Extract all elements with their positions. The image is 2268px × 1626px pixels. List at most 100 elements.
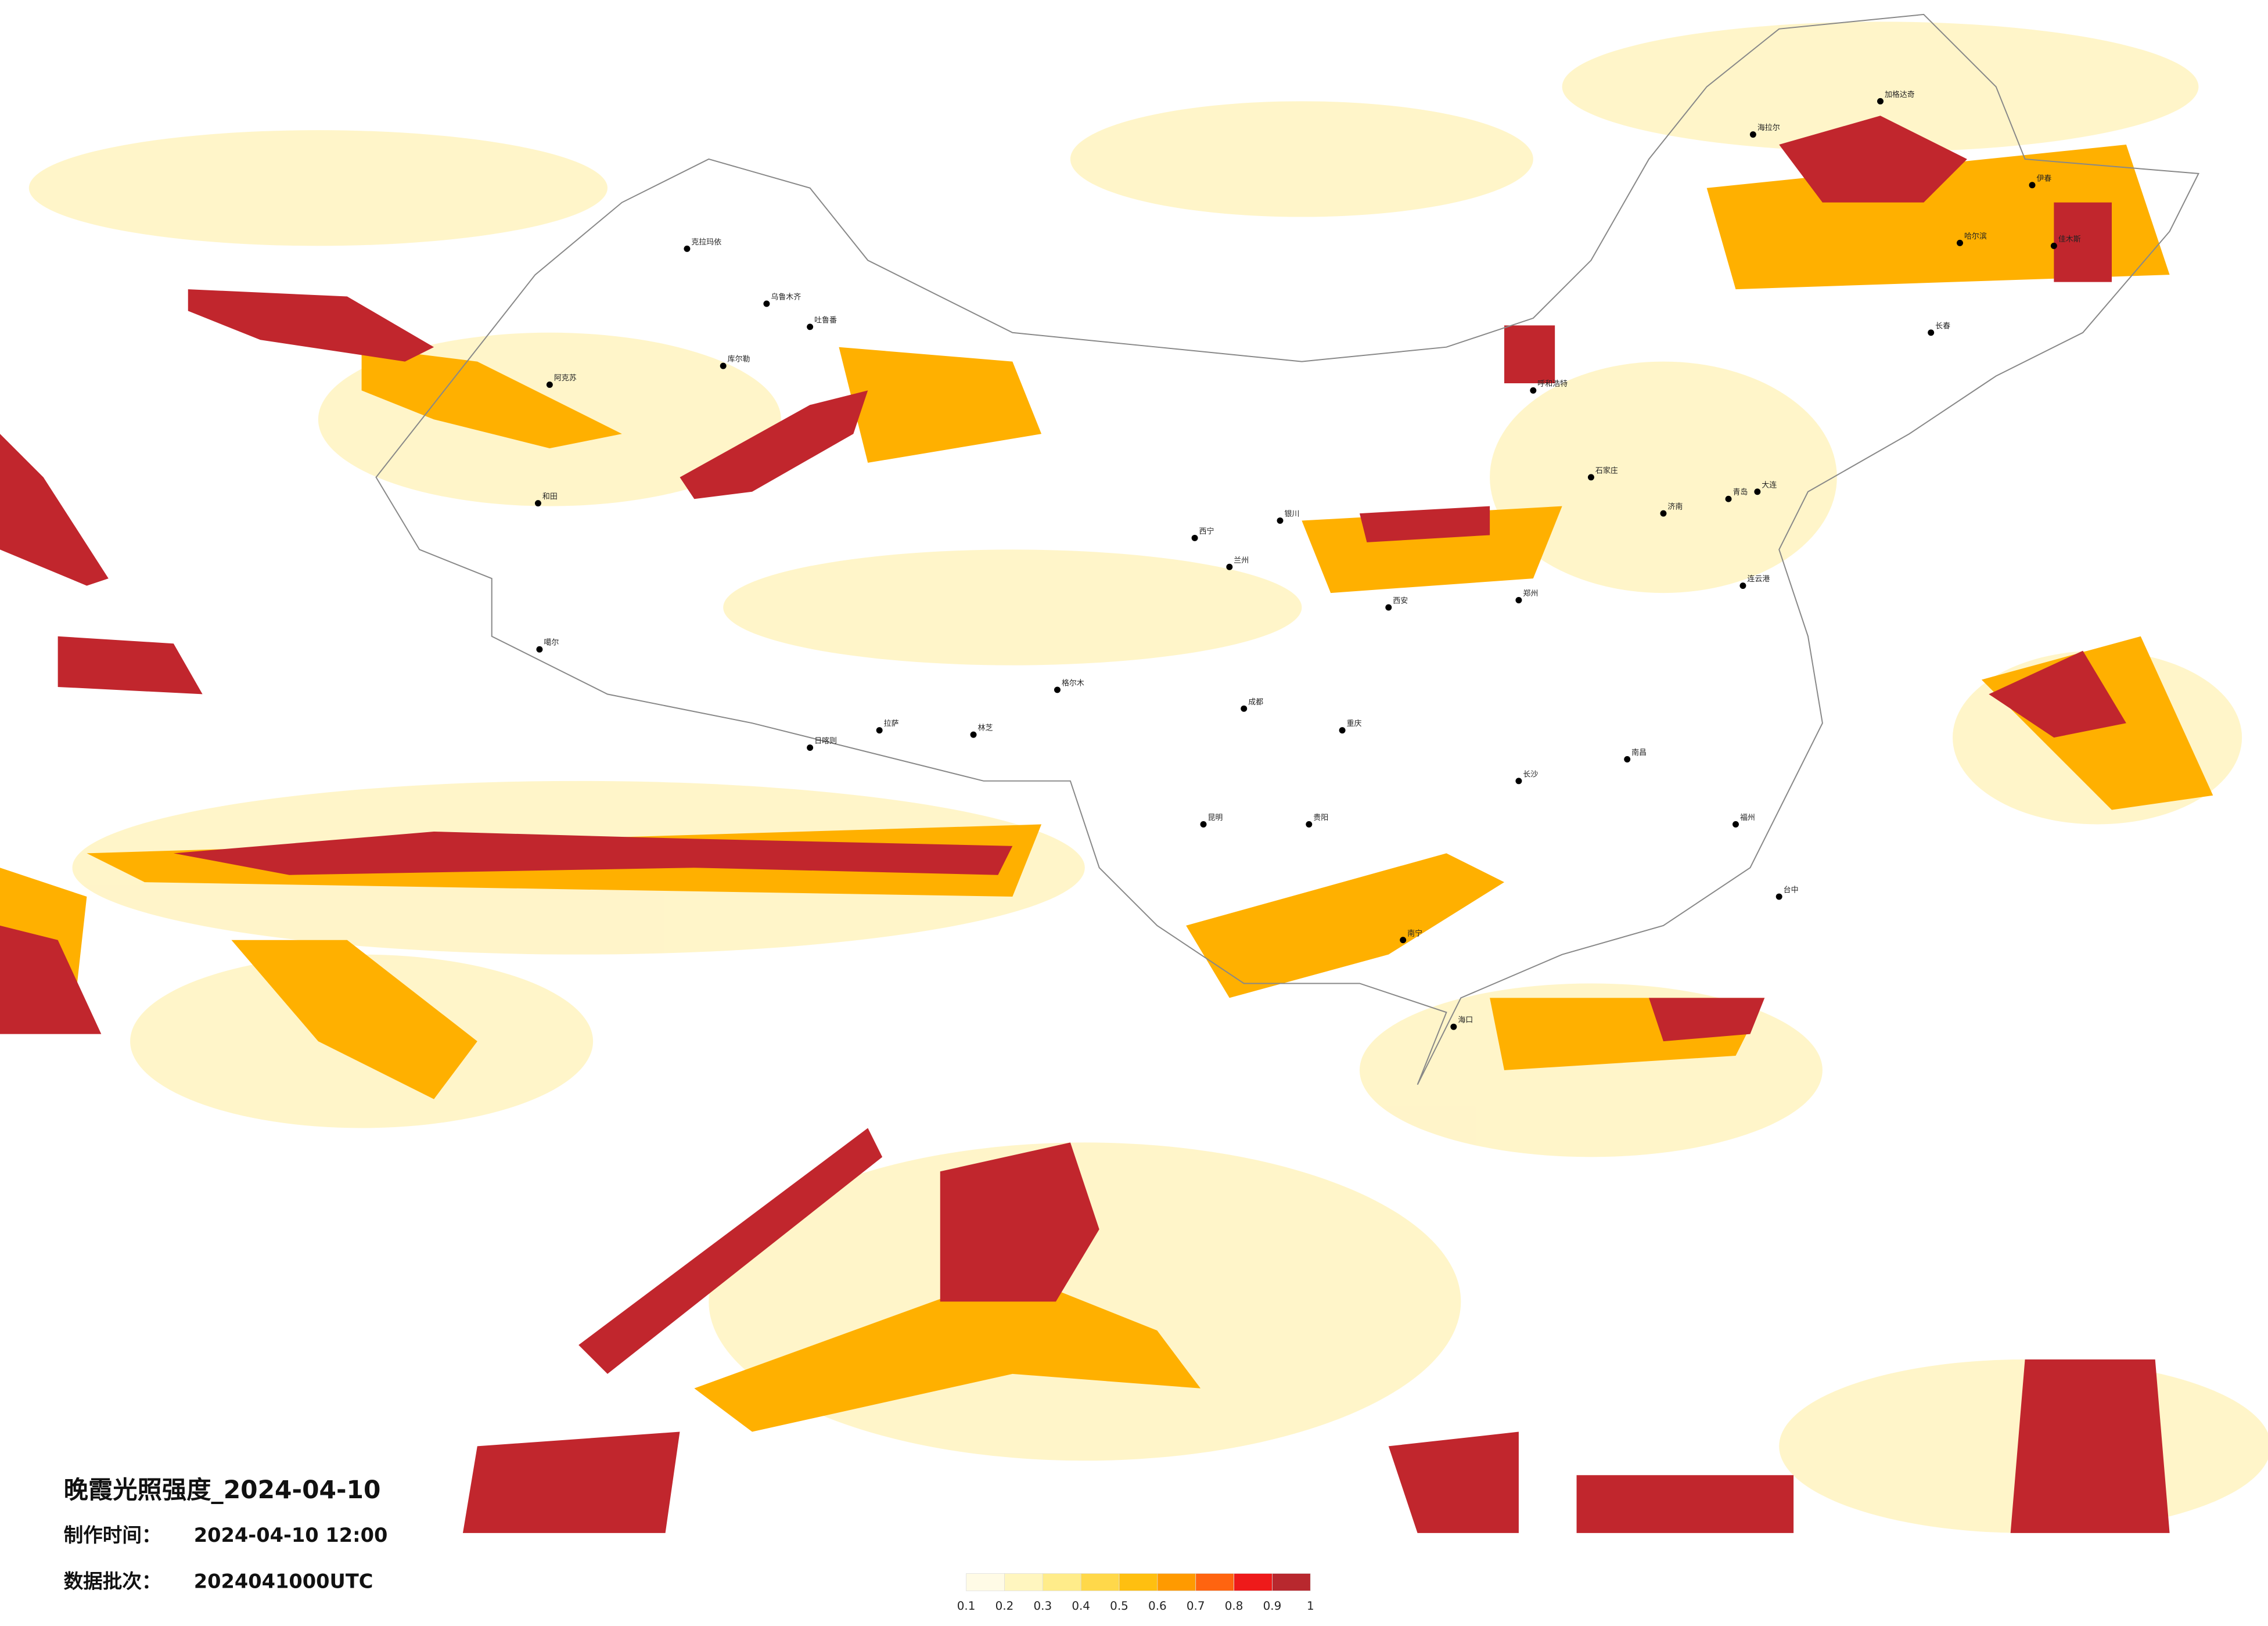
city-dot [1306,821,1313,828]
colorbar-tick-label: 0.1 [957,1599,976,1613]
city-dot [2029,182,2036,189]
city-label: 呼和浩特 [1537,380,1568,388]
city-label: 阿克苏 [554,373,577,383]
city-label: 乌鲁木齐 [771,293,801,302]
colorbar-box [1195,1573,1234,1591]
batch: 2024041000UTC [194,1570,373,1592]
city-dot [684,245,691,252]
map: 克拉玛依乌鲁木齐吐鲁番库尔勒阿克苏和田噶尔日喀则 拉萨林芝 格尔木 西宁兰州 银川 呼和浩… [0,13,2268,1613]
city-dot [1733,821,1739,828]
city-label: 日喀则 [814,736,837,746]
city-dot [1660,510,1667,517]
colorbar-box [1272,1573,1311,1591]
colorbar-tick-label: 0.8 [1225,1599,1243,1613]
city-dot [1200,821,1207,828]
production-time-label: 制作时间： [64,1524,161,1546]
city-dot [1400,937,1407,944]
city-dot [1775,893,1782,900]
colorbar: 0.1 0.2 0.3 0.4 0.5 0.6 0.7 0.8 0.9 1 [957,1573,1314,1613]
city-dot [1339,727,1346,734]
city-dot [1754,488,1761,495]
city-label: 哈尔滨 [1964,232,1987,241]
city-dot [1277,517,1284,524]
city-label: 南宁 [1407,929,1422,938]
city-dot [1530,387,1537,394]
colorbar-box [1234,1573,1273,1591]
batch-label: 数据批次： [64,1570,161,1592]
city-dot [807,323,814,330]
city-label: 长沙 [1523,770,1538,779]
map-title: 晚霞光照强度_2024-04-10 [64,1476,381,1504]
city-dot [1957,239,1963,246]
city-label: 吐鲁番 [814,316,837,325]
city-label: 伊春 [2036,174,2051,183]
colorbar-tick-label: 0.7 [1187,1599,1205,1613]
city-dot [2050,242,2057,249]
city-dot [546,381,553,388]
production-time: 2024-04-10 12:00 [194,1524,388,1546]
city-label: 林芝 [978,724,993,733]
city-dot [807,744,814,751]
city-label: 福州 [1740,814,1755,822]
colorbar-tick-label: 0.3 [1033,1599,1052,1613]
city-dot [1624,756,1631,762]
city-label: 石家庄 [1595,466,1618,475]
city-label: 长春 [1935,322,1950,330]
city-dot [1877,98,1884,105]
colorbar-box [1004,1573,1043,1591]
city-label: 佳木斯 [2058,235,2081,244]
city-label: 郑州 [1523,589,1538,598]
city-dot [1739,582,1746,589]
city-label: 克拉玛依 [691,238,721,247]
city-dot [536,646,543,653]
city-dot [970,731,977,738]
city-label: 西安 [1393,596,1408,605]
city-label: 大连 [1762,480,1777,490]
colorbar-box [1119,1573,1158,1591]
city-label: 拉萨 [884,720,899,728]
city-label: 加格达奇 [1885,90,1915,99]
colorbar-box [966,1573,1005,1591]
colorbar-tick-label: 1 [1307,1599,1314,1613]
city-dot [1385,604,1392,611]
city-dot [1928,329,1935,336]
city-dot [763,300,770,307]
city-label: 台中 [1784,886,1799,895]
colorbar-box [1157,1573,1196,1591]
colorbar-tick-label: 0.2 [995,1599,1014,1613]
city-dot [1725,495,1732,502]
city-label: 和田 [542,492,558,501]
city-label: 青岛 [1733,488,1748,497]
city-dot [1749,131,1756,138]
city-label: 贵阳 [1313,814,1328,822]
city-label: 济南 [1667,502,1683,512]
city-label: 西宁 [1199,527,1214,536]
city-label: 库尔勒 [728,355,750,364]
city-label: 昆明 [1207,814,1223,822]
city-dot [1515,778,1522,785]
heat-red [0,116,2170,1533]
country-border [375,13,2199,1085]
city-label: 兰州 [1234,556,1249,565]
colorbar-tick-label: 0.5 [1110,1599,1128,1613]
city-label: 成都 [1248,698,1263,707]
colorbar-tick-label: 0.9 [1263,1599,1282,1613]
city-label: 南昌 [1631,748,1647,757]
city-dot [534,500,541,507]
city-label: 连云港 [1747,574,1770,584]
city-dot [1515,597,1522,603]
city-label: 格尔木 [1062,678,1084,688]
city-label: 海口 [1458,1016,1473,1025]
city-label: 噶尔 [544,639,559,647]
city-dot [720,362,727,369]
colorbar-tick-label: 0.6 [1148,1599,1167,1613]
city-label: 海拉尔 [1757,124,1780,132]
city-label: 重庆 [1347,719,1362,728]
colorbar-tick-label: 0.4 [1072,1599,1090,1613]
city-dot [1226,563,1233,570]
city-dot [1450,1023,1457,1030]
colorbar-box [1042,1573,1081,1591]
city-label: 银川 [1284,510,1299,519]
